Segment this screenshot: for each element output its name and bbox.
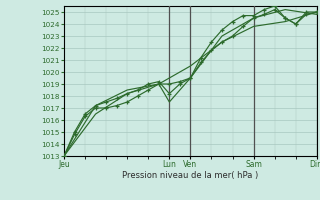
X-axis label: Pression niveau de la mer( hPa ): Pression niveau de la mer( hPa ) bbox=[122, 171, 259, 180]
